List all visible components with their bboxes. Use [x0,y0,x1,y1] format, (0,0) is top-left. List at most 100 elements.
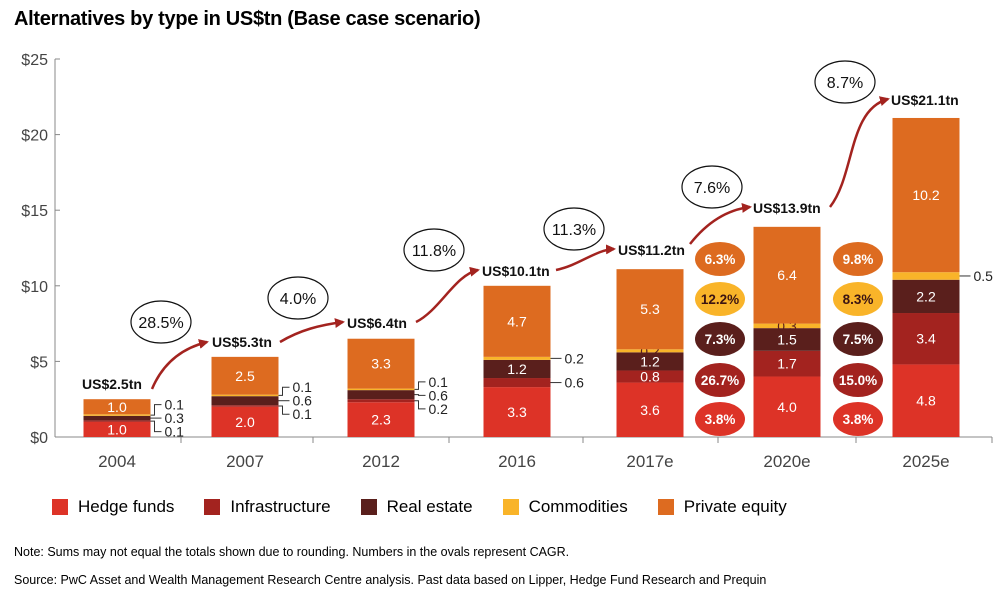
cagr-oval-label-5: 8.7% [827,75,863,92]
bar-2017e-real-estate [616,352,684,371]
chart-canvas: $0 $5 $10 $15 $20 $25 2004 2007 2012 2016 2017e 202… [21,52,994,471]
bar-2016-private-equity [483,285,551,357]
bar-2020e-hedge-funds [753,376,821,437]
total-label-2012: US$6.4tn [347,315,407,331]
bar-2025e-private-equity [892,117,960,273]
bar-2012-commodities [347,388,415,391]
side-label-2004-0: 0.1 [165,397,185,413]
data-label-2012-private-equity: 3.3 [371,356,391,372]
bar-2004-real-estate [83,415,151,421]
legend-swatch-real-estate [360,499,377,515]
segment-cagr-label-1-realestate: 7.5% [843,332,874,347]
side-label-2016-1: 0.6 [565,375,585,391]
y-tick-label-3: $15 [21,203,48,220]
data-label-2025e-real-estate: 2.2 [916,288,936,304]
bar-2017e-commodities [616,349,684,353]
data-label-2017e-real-estate: 1.2 [640,353,660,369]
side-label-2012-1: 0.6 [429,387,449,403]
bar-2020e-real-estate [753,328,821,351]
cagr-arrow-1 [279,318,345,344]
y-tick-label-0: $0 [30,430,48,447]
bar-2012-private-equity [347,338,415,389]
side-label-2012-0: 0.1 [429,374,449,390]
cagr-oval-label-1: 4.0% [280,291,316,308]
bar-2017e-infrastructure [616,370,684,383]
side-label-2004-1: 0.3 [165,410,185,426]
segment-cagr-oval-0-pe [695,242,745,276]
data-label-2017e-private-equity: 5.3 [640,301,660,317]
total-label-2016: US$10.1tn [482,263,550,279]
bar-2007-hedge-funds [211,406,279,437]
legend-swatch-hedge-funds [52,499,68,515]
data-label-2007-private-equity: 2.5 [235,368,255,384]
side-label-2007-0: 0.1 [293,379,313,395]
bar-2016-commodities [483,356,551,360]
segment-cagr-oval-1-hedge [833,402,883,436]
cagr-arrow-4 [689,202,752,245]
segment-cagr-label-1-commod: 8.3% [843,292,874,307]
cagr-oval-label-3: 11.3% [552,222,596,239]
bar-2016-infrastructure [483,378,551,388]
total-label-2007: US$5.3tn [212,334,272,350]
segment-cagr-label-0-realestate: 7.3% [705,332,736,347]
bar-2012-hedge-funds [347,402,415,437]
cagr-arrow-0 [150,339,209,390]
cagr-oval-3 [543,207,605,251]
x-tick-label-2017e: 2017e [626,452,673,471]
x-tick-label-2025e: 2025e [902,452,949,471]
bar-2012-real-estate [347,390,415,400]
data-label-2004-hedge-funds: 1.0 [107,421,127,437]
side-label-2007-1: 0.6 [293,393,313,409]
bar-2025e-commodities [892,272,960,280]
bar-2016-real-estate [483,359,551,379]
side-label-leader-0-0 [150,404,162,416]
y-tick-label-2: $10 [21,279,48,296]
data-label-2016-hedge-funds: 3.3 [507,404,527,420]
bar-2004-private-equity [83,399,151,415]
segment-cagr-label-0-commod: 12.2% [701,292,739,307]
data-label-2020e-infrastructure: 1.7 [777,356,797,372]
bar-2020e-commodities [753,323,821,329]
legend-label-commodities: Commodities [528,497,628,516]
legend-item-infrastructure: Infrastructure [204,497,331,517]
legend-label-hedge-funds: Hedge funds [78,497,175,516]
cagr-oval-label-4: 7.6% [694,180,730,197]
segment-cagr-oval-1-commod [833,282,883,316]
legend-swatch-commodities [502,499,519,515]
segment-cagr-label-0-pe: 6.3% [705,252,736,267]
legend: Hedge funds Infrastructure Real estate C… [52,497,817,517]
total-label-2004: US$2.5tn [82,376,142,392]
data-label-2025e-hedge-funds: 4.8 [916,393,936,409]
cagr-arrow-3 [555,244,616,272]
segment-cagr-oval-1-infra [833,363,883,397]
bar-2025e-real-estate [892,279,960,314]
data-label-2020e-private-equity: 6.4 [777,267,797,283]
bar-2004-infrastructure [83,420,151,422]
segment-cagr-oval-0-commod [695,282,745,316]
y-tick-label-1: $5 [30,354,48,371]
side-label-leader-2-2 [414,400,426,410]
data-label-2004-private-equity: 1.0 [107,399,127,415]
cagr-oval-label-0: 28.5% [138,315,183,332]
legend-label-real-estate: Real estate [386,497,473,516]
data-label-2017e-hedge-funds: 3.6 [640,402,660,418]
segment-cagr-label-1-infra: 15.0% [839,373,877,388]
cagr-arrow-5 [829,96,890,208]
total-label-2017e: US$11.2tn [618,242,685,258]
legend-label-infrastructure: Infrastructure [230,497,331,516]
side-label-2025e-0: 0.5 [974,268,994,284]
cagr-oval-2 [403,228,465,272]
data-label-2016-real-estate: 1.2 [507,361,527,377]
legend-item-commodities: Commodities [502,497,628,517]
bar-2007-commodities [211,394,279,397]
segment-cagr-oval-0-hedge [695,402,745,436]
side-label-leader-0-2 [150,420,162,433]
bar-2020e-private-equity [753,226,821,324]
legend-label-private-equity: Private equity [683,497,787,516]
segment-cagr-label-1-hedge: 3.8% [843,412,874,427]
x-tick-label-2020e: 2020e [763,452,810,471]
side-label-2007-2: 0.1 [293,406,313,422]
data-label-2017e-infrastructure: 0.8 [640,369,660,385]
bar-2007-private-equity [211,356,279,395]
bar-2025e-hedge-funds [892,364,960,437]
